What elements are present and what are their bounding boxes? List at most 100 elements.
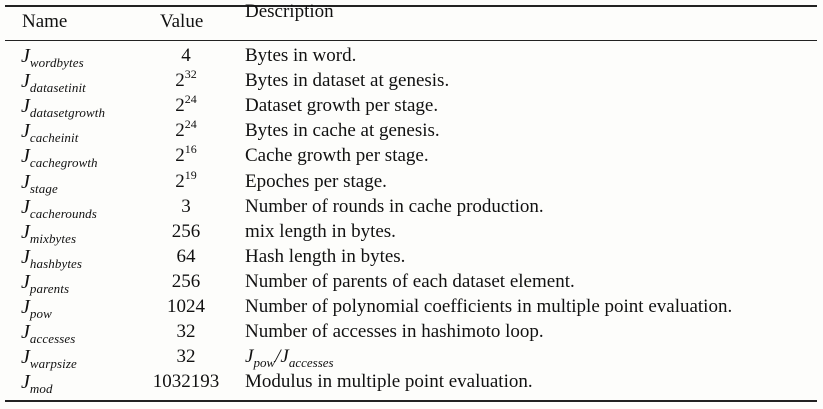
value-base: 256	[171, 271, 201, 292]
parameter-description: Cache growth per stage.	[245, 145, 429, 166]
symbol-letter: J	[21, 95, 30, 117]
parameter-description: Epoches per stage.	[245, 171, 387, 192]
table-row: Jparents 256 Number of parents of each dat…	[0, 270, 823, 296]
parameter-description: Bytes in dataset at genesis.	[245, 70, 450, 91]
parameter-value: 232	[140, 67, 232, 93]
symbol-letter: J	[21, 196, 30, 218]
value-base: 3	[181, 196, 191, 217]
table-row: Jmod 1032193 Modulus in multiple point eva…	[0, 370, 823, 396]
value-base: 64	[176, 246, 196, 267]
parameter-symbol: Jdatasetgrowth	[21, 94, 105, 120]
parameter-symbol: Jstage	[21, 170, 58, 196]
table-row: Jcacheinit 224 Bytes in cache at genesis.	[0, 117, 823, 145]
value-base: 32	[176, 346, 196, 367]
formula-slash: /	[275, 346, 281, 367]
parameter-description: Number of accesses in hashimoto loop.	[245, 321, 544, 342]
parameter-symbol: Jwordbytes	[21, 44, 84, 70]
table-row: Jdatasetinit 232 Bytes in dataset at genes…	[0, 67, 823, 95]
parameter-description: Bytes in word.	[245, 45, 357, 66]
parameter-symbol: Jmixbytes	[21, 220, 76, 246]
value-base: 1024	[167, 296, 205, 317]
symbol-letter: J	[21, 221, 30, 243]
parameter-description: Number of rounds in cache production.	[245, 196, 544, 217]
symbol-letter: J	[21, 120, 30, 142]
parameter-value: 219	[140, 168, 232, 194]
table-row: Jcachegrowth 216 Cache growth per stage.	[0, 142, 823, 170]
table-top-rule	[5, 5, 817, 7]
parameter-value: 64	[140, 245, 232, 269]
symbol-letter: J	[21, 271, 30, 293]
table-row: Jcacherounds 3 Number of rounds in cache p…	[0, 195, 823, 221]
symbol-letter: J	[21, 246, 30, 268]
formula-denominator-symbol: J	[280, 346, 289, 367]
parameter-symbol: Jcacherounds	[21, 195, 97, 221]
parameter-symbol: Jparents	[21, 270, 69, 296]
value-base: 4	[181, 45, 191, 66]
parameter-symbol: Jcachegrowth	[21, 144, 98, 170]
table-row: Jmixbytes 256 mix length in bytes.	[0, 220, 823, 246]
parameter-value: 224	[140, 92, 232, 118]
parameter-symbol: Jdatasetinit	[21, 69, 86, 95]
table-bottom-rule	[5, 400, 817, 402]
parameter-description: Bytes in cache at genesis.	[245, 120, 440, 141]
header-description: Description	[245, 1, 334, 22]
parameter-description: Jpow/Jaccesses	[245, 345, 334, 370]
symbol-subscript: accesses	[29, 331, 76, 346]
symbol-subscript: pow	[29, 306, 52, 321]
parameter-description: Hash length in bytes.	[245, 246, 406, 267]
symbol-subscript: stage	[29, 181, 58, 196]
parameter-value: 32	[140, 320, 232, 344]
value-base: 1032193	[152, 371, 220, 392]
value-base: 2	[175, 120, 185, 141]
parameter-symbol: Jpow	[21, 295, 52, 321]
table-row: Jwordbytes 4 Bytes in word.	[0, 44, 823, 70]
symbol-subscript: cacherounds	[29, 206, 97, 221]
symbol-subscript: mixbytes	[29, 231, 77, 246]
value-base: 2	[175, 171, 185, 192]
parameter-value: 256	[140, 270, 232, 294]
parameter-value: 224	[140, 117, 232, 143]
symbol-subscript: datasetgrowth	[29, 105, 106, 120]
symbol-subscript: warpsize	[29, 356, 77, 371]
parameter-value: 1032193	[140, 370, 232, 394]
parameter-description: Number of polynomial coefficients in mul…	[245, 296, 733, 317]
parameter-description: Dataset growth per stage.	[245, 95, 439, 116]
symbol-letter: J	[21, 171, 30, 193]
value-base: 2	[175, 145, 185, 166]
parameter-description: Number of parents of each dataset elemen…	[245, 271, 575, 292]
value-base: 2	[175, 70, 185, 91]
symbol-letter: J	[21, 371, 30, 393]
symbol-subscript: hashbytes	[29, 256, 83, 271]
symbol-letter: J	[21, 296, 30, 318]
symbol-letter: J	[21, 145, 30, 167]
symbol-letter: J	[21, 70, 30, 92]
value-exponent: 32	[184, 67, 197, 81]
parameter-value: 256	[140, 220, 232, 244]
parameter-symbol: Jcacheinit	[21, 119, 78, 145]
table-row: Jstage 219 Epoches per stage.	[0, 168, 823, 196]
value-base: 2	[175, 95, 185, 116]
symbol-letter: J	[21, 346, 30, 368]
symbol-subscript: cacheinit	[29, 130, 79, 145]
symbol-letter: J	[21, 321, 30, 343]
formula-denominator-subscript: accesses	[288, 355, 334, 370]
table-row: Jdatasetgrowth 224 Dataset growth per stag…	[0, 92, 823, 120]
parameter-value: 4	[140, 44, 232, 68]
formula-numerator-symbol: J	[245, 346, 254, 367]
parameter-value: 216	[140, 142, 232, 168]
value-exponent: 16	[184, 142, 197, 156]
parameter-symbol: Jaccesses	[21, 320, 75, 346]
parameter-value: 3	[140, 195, 232, 219]
symbol-subscript: parents	[29, 281, 70, 296]
table-row: Jhashbytes 64 Hash length in bytes.	[0, 245, 823, 271]
value-base: 256	[171, 221, 201, 242]
symbol-subscript: cachegrowth	[29, 155, 98, 170]
table-row: Jpow 1024 Number of polynomial coefficient…	[0, 295, 823, 321]
parameter-value: 1024	[140, 295, 232, 319]
value-exponent: 24	[184, 117, 197, 131]
value-exponent: 19	[184, 168, 197, 182]
table-row: Jwarpsize 32 Jpow/Jaccesses	[0, 345, 823, 371]
parameter-value: 32	[140, 345, 232, 369]
value-exponent: 24	[184, 92, 197, 106]
parameter-symbol: Jwarpsize	[21, 345, 77, 371]
